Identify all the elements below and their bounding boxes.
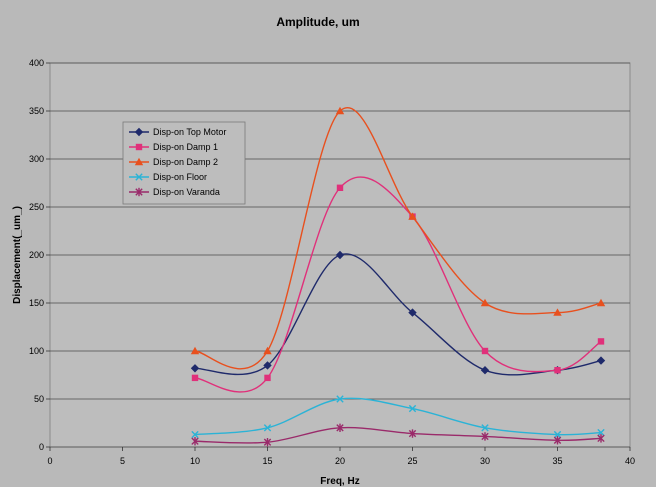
data-point [597, 428, 605, 437]
data-point [263, 361, 272, 370]
data-point [191, 374, 199, 382]
data-point [481, 347, 489, 355]
data-point [408, 429, 417, 438]
data-point [336, 184, 344, 191]
legend-marker [135, 173, 143, 181]
data-point [408, 308, 417, 317]
y-tick-label: 150 [29, 298, 44, 308]
legend: Disp-on Top Motor Disp-on Damp 1 Disp-on D… [122, 121, 246, 205]
legend-marker [134, 157, 144, 166]
data-point [335, 106, 345, 115]
data-point [263, 424, 272, 432]
legend-marker [135, 143, 143, 151]
legend-entry: Disp-on Varanda [153, 187, 220, 197]
data-point [408, 212, 417, 220]
data-point [597, 434, 605, 443]
x-tick-label: 10 [190, 456, 200, 466]
data-point [480, 298, 490, 307]
data-point [596, 298, 606, 307]
data-point [336, 395, 344, 403]
data-point [336, 423, 344, 432]
data-point [596, 356, 606, 365]
x-tick-label: 35 [552, 456, 562, 466]
x-tick-label: 20 [335, 456, 345, 466]
x-tick-label: 40 [625, 456, 635, 466]
legend-entry: Disp-on Floor [153, 172, 207, 182]
data-point [597, 338, 605, 345]
y-tick-label: 350 [29, 106, 44, 116]
data-point [264, 374, 271, 382]
chart-title: Amplitude, um [276, 15, 359, 29]
legend-entry: Disp-on Top Motor [153, 127, 226, 137]
legend-marker [135, 187, 143, 197]
data-point [481, 432, 489, 441]
x-tick-label: 5 [120, 456, 125, 466]
y-tick-label: 250 [29, 202, 44, 212]
x-tick-label: 0 [47, 456, 52, 466]
data-point [554, 367, 561, 374]
legend-entry: Disp-on Damp 2 [153, 157, 218, 167]
series-group [190, 106, 606, 447]
data-point [263, 438, 272, 447]
x-axis-label: Freq, Hz [320, 476, 359, 487]
y-tick-label: 100 [29, 346, 44, 356]
y-tick-label: 300 [29, 154, 44, 164]
data-point [481, 424, 489, 432]
tick-labels: 0 50 100 150 200 250 300 350 400 0 5 10 15 20 25 30 35 40 [29, 58, 635, 466]
data-point [190, 364, 200, 373]
data-point [480, 366, 490, 375]
y-tick-label: 0 [39, 442, 44, 452]
data-point [191, 437, 199, 446]
legend-entry: Disp-on Damp 1 [153, 142, 218, 152]
data-point [263, 346, 272, 355]
y-axis-label: Displacement(_um_) [12, 206, 23, 304]
legend-marker [134, 127, 144, 137]
data-point [553, 436, 562, 445]
data-point [335, 250, 345, 260]
data-point [553, 308, 562, 316]
y-tick-label: 50 [34, 394, 44, 404]
x-tick-label: 30 [480, 456, 490, 466]
data-point [408, 404, 417, 413]
data-point [553, 430, 562, 439]
y-tick-label: 200 [29, 250, 44, 260]
data-point [191, 430, 199, 439]
x-tick-label: 25 [407, 456, 417, 466]
y-tick-label: 400 [29, 58, 44, 68]
data-point [190, 346, 200, 355]
x-tick-label: 15 [262, 456, 272, 466]
legend-box [122, 121, 246, 205]
